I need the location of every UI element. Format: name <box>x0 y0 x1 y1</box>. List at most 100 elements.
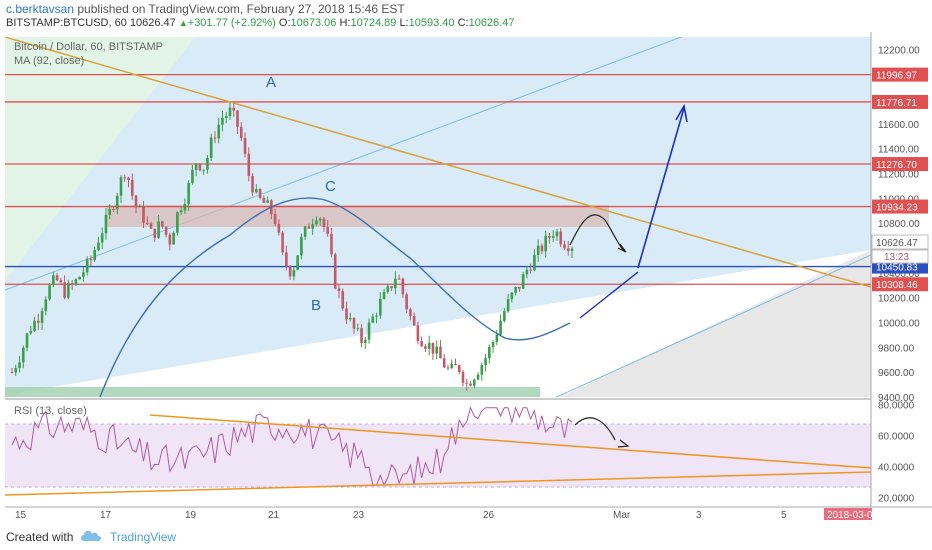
up-triangle-icon: ▲ <box>178 18 188 28</box>
rsi-tick-label: 20.0000 <box>878 493 915 504</box>
resistance-zone <box>107 205 609 227</box>
author-link[interactable]: c.berktavsan <box>6 2 75 16</box>
candle-body <box>127 177 130 180</box>
candle-body <box>307 226 311 229</box>
candle-body <box>146 222 149 224</box>
candle-body <box>570 248 574 251</box>
date-tick-label: 3 <box>696 510 702 520</box>
candle-body <box>315 220 318 225</box>
candle-body <box>348 318 352 320</box>
candle-body <box>457 365 461 372</box>
projection-curve[interactable] <box>569 214 626 253</box>
close-label: C: <box>457 17 469 29</box>
candle-body <box>78 276 81 280</box>
high-label: H: <box>339 17 351 29</box>
candle-body <box>18 362 21 368</box>
candle-body <box>424 346 427 349</box>
price-change: +301.77 (+2.92%) <box>187 17 276 29</box>
rsi-upper-trendline[interactable] <box>149 414 872 469</box>
level-badge-text: 11276.70 <box>876 160 917 171</box>
candle-body <box>491 342 495 347</box>
candle-body <box>37 320 40 323</box>
candle-body <box>488 346 491 359</box>
rsi-projection-curve[interactable] <box>574 417 616 441</box>
candle-body <box>224 115 228 118</box>
trend-line[interactable] <box>5 37 871 288</box>
candle-body <box>187 182 190 204</box>
candle-body <box>450 363 454 369</box>
rsi-tick-label: 80.0000 <box>878 401 915 412</box>
candle-body <box>70 283 74 285</box>
tradingview-cloud-icon[interactable] <box>80 527 102 543</box>
candle-body <box>318 218 322 221</box>
publish-info: c.berktavsan published on TradingView.co… <box>6 2 405 16</box>
candle-body <box>401 278 405 295</box>
price-tick-label: 10400.00 <box>878 269 920 280</box>
rsi-lower-trendline[interactable] <box>4 471 872 496</box>
projection-line[interactable] <box>579 271 639 319</box>
candle-body <box>29 330 33 334</box>
price-tick-label: 9800.00 <box>878 343 915 354</box>
candle-body <box>533 254 536 271</box>
last-price-badge-text: 10626.47 <box>876 238 918 249</box>
candle-body <box>198 163 202 171</box>
candle-body <box>499 320 502 335</box>
level-badge <box>872 67 928 82</box>
candle-body <box>435 346 438 354</box>
candle-body <box>525 269 529 275</box>
price-tick-label: 11400.00 <box>878 145 919 156</box>
candle-body <box>48 285 51 300</box>
candle-body <box>232 107 236 111</box>
candle-body <box>236 110 239 127</box>
horizontal-levels[interactable] <box>5 73 871 285</box>
candle-body <box>89 258 93 261</box>
candle-body <box>514 286 517 293</box>
candle-body <box>82 272 85 277</box>
rsi-tick-label: 40.0000 <box>878 462 915 473</box>
footer: Created with TradingView <box>0 522 932 550</box>
up-arrow[interactable] <box>637 107 685 269</box>
candle-body <box>130 179 134 196</box>
close-value: 10626.47 <box>468 17 515 29</box>
date-tick-label: 15 <box>15 510 27 520</box>
candle-body <box>555 231 559 237</box>
candle-body <box>427 342 431 349</box>
candle-body <box>439 346 442 359</box>
candle-body <box>67 283 70 298</box>
candle-body <box>300 236 303 256</box>
candle-body <box>379 298 382 316</box>
price-tick-label: 10800.00 <box>878 219 920 230</box>
candle-body <box>59 280 63 283</box>
candle-body <box>461 371 465 383</box>
time-axis[interactable] <box>0 507 932 522</box>
candle-body <box>10 372 14 374</box>
candle-body <box>322 218 326 228</box>
rsi-line <box>11 406 573 487</box>
tradingview-brand-link[interactable]: TradingView <box>110 530 177 544</box>
price-tick-label: 10200.00 <box>878 294 920 305</box>
candle-body <box>157 221 160 238</box>
date-badge <box>824 508 872 521</box>
chart-svg[interactable]: A C B Bitcoin / Dollar, 60, BITSTAMP MA … <box>0 32 932 522</box>
chart-area[interactable]: A C B Bitcoin / Dollar, 60, BITSTAMP MA … <box>0 32 932 522</box>
candle-body <box>416 325 420 342</box>
last-price-badge: 10626.47 13:23 <box>871 234 929 264</box>
rsi-ticks: 80.0000 60.0000 40.0000 20.0000 <box>878 401 915 505</box>
candle-body <box>330 233 333 255</box>
candle-body <box>544 235 547 252</box>
price-tick-label: 11600.00 <box>878 120 919 131</box>
candle-body <box>288 266 292 277</box>
date-badge-text: 2018-03-0 <box>827 510 873 520</box>
candle-body <box>367 322 371 340</box>
date-tick-label: 17 <box>100 510 112 520</box>
candle-body <box>521 274 525 289</box>
candle-body <box>356 328 360 330</box>
candle-body <box>176 212 179 233</box>
candle-body <box>360 328 363 343</box>
candle-body <box>382 291 386 299</box>
candle-body <box>345 308 348 320</box>
candle-body <box>251 175 254 193</box>
candle-body <box>213 137 217 139</box>
level-badge <box>872 157 928 172</box>
price-tick-label: 9600.00 <box>878 368 915 379</box>
